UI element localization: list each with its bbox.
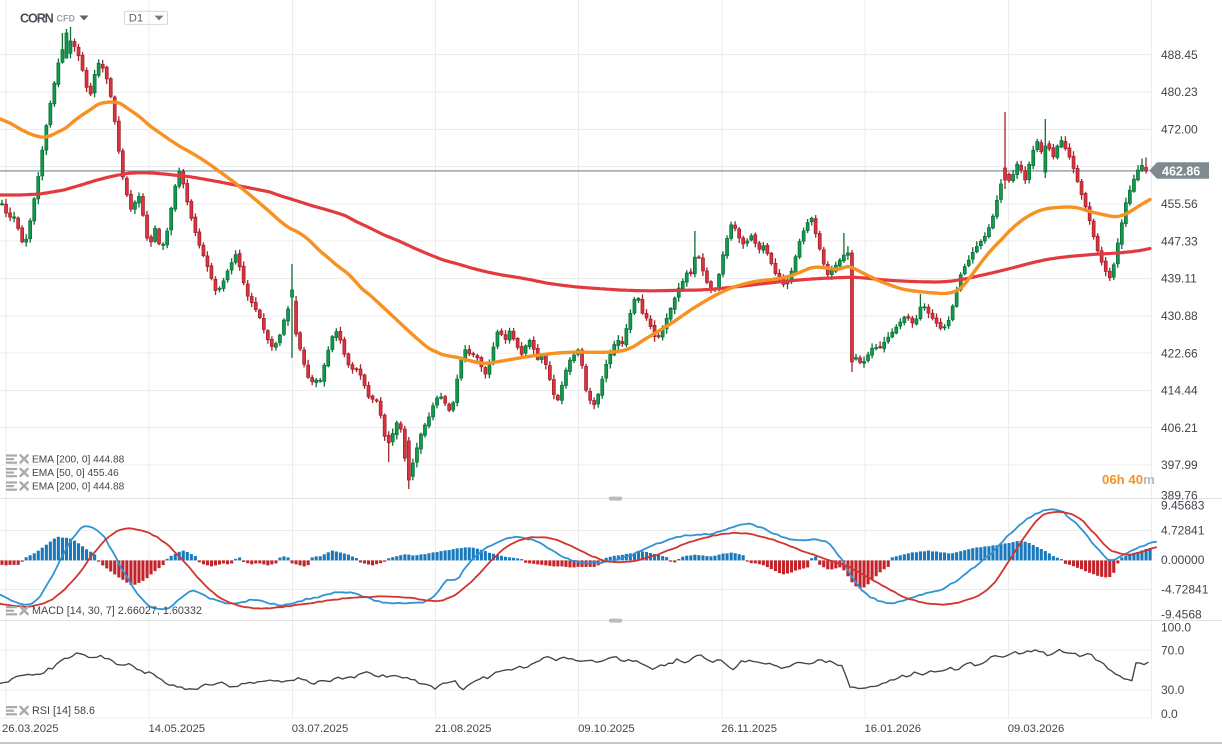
svg-text:462.86: 462.86 — [1162, 164, 1200, 178]
svg-text:4.72841: 4.72841 — [1161, 524, 1205, 538]
svg-text:09.03.2026: 09.03.2026 — [1008, 723, 1065, 735]
svg-text:CORN: CORN — [20, 12, 54, 26]
svg-text:406.21: 406.21 — [1161, 421, 1198, 435]
svg-text:D1: D1 — [129, 13, 143, 25]
svg-text:389.76: 389.76 — [1161, 488, 1198, 502]
svg-text:RSI [14] 58.6: RSI [14] 58.6 — [32, 705, 95, 717]
svg-text:480.23: 480.23 — [1161, 85, 1198, 99]
svg-text:MACD [14, 30, 7] 2.66027, 1.60: MACD [14, 30, 7] 2.66027, 1.60332 — [32, 605, 202, 617]
svg-text:-9.4568: -9.4568 — [1161, 608, 1202, 622]
svg-text:EMA [200, 0] 444.88: EMA [200, 0] 444.88 — [32, 455, 125, 466]
svg-text:472.00: 472.00 — [1161, 123, 1198, 137]
svg-text:26.03.2025: 26.03.2025 — [2, 723, 59, 735]
svg-text:488.45: 488.45 — [1161, 48, 1198, 62]
svg-text:0.00000: 0.00000 — [1161, 553, 1205, 567]
svg-text:430.88: 430.88 — [1161, 309, 1198, 323]
svg-text:9.45683: 9.45683 — [1161, 499, 1205, 513]
svg-text:397.99: 397.99 — [1161, 458, 1198, 472]
svg-text:422.66: 422.66 — [1161, 346, 1198, 360]
svg-text:06h 40m: 06h 40m — [1102, 472, 1155, 487]
svg-text:EMA [200, 0] 444.88: EMA [200, 0] 444.88 — [32, 482, 125, 493]
svg-text:30.0: 30.0 — [1161, 683, 1185, 697]
svg-text:-4.72841: -4.72841 — [1161, 583, 1209, 597]
svg-text:447.33: 447.33 — [1161, 234, 1198, 248]
svg-text:26.11.2025: 26.11.2025 — [721, 723, 777, 735]
svg-text:09.10.2025: 09.10.2025 — [578, 723, 635, 735]
svg-text:439.11: 439.11 — [1161, 272, 1197, 286]
svg-text:21.08.2025: 21.08.2025 — [435, 723, 492, 735]
svg-text:70.0: 70.0 — [1161, 644, 1185, 658]
svg-text:16.01.2026: 16.01.2026 — [865, 723, 922, 735]
svg-text:CFD: CFD — [57, 13, 76, 23]
svg-text:0.0: 0.0 — [1161, 707, 1178, 721]
svg-text:03.07.2025: 03.07.2025 — [292, 723, 349, 735]
svg-text:EMA [50, 0] 455.46: EMA [50, 0] 455.46 — [32, 468, 119, 479]
svg-text:100.0: 100.0 — [1161, 621, 1191, 635]
svg-text:455.56: 455.56 — [1161, 197, 1198, 211]
svg-text:414.44: 414.44 — [1161, 384, 1198, 398]
svg-text:14.05.2025: 14.05.2025 — [149, 723, 206, 735]
